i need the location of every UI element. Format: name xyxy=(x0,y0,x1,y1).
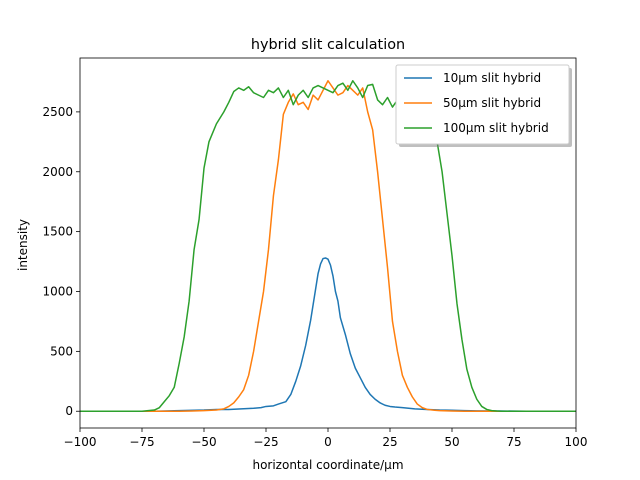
series-line-1 xyxy=(80,257,576,412)
y-tick-label: 0 xyxy=(65,404,73,418)
legend-label-3: 100μm slit hybrid xyxy=(443,121,549,135)
x-tick-label: 25 xyxy=(382,435,397,449)
y-tick-label: 500 xyxy=(50,344,73,358)
plot-area xyxy=(80,80,576,412)
x-axis: −100 −75 −50 −25 0 25 50 75 100 xyxy=(64,428,588,449)
legend-box xyxy=(395,64,570,145)
series-line-3 xyxy=(80,80,576,412)
chart-title: hybrid slit calculation xyxy=(251,37,405,53)
y-tick-label: 1000 xyxy=(42,284,73,298)
y-tick-label: 2000 xyxy=(42,165,73,179)
legend: 10μm slit hybrid 50μm slit hybrid 100μm sl… xyxy=(395,64,572,147)
y-axis: 0 500 1000 1500 2000 2500 xyxy=(42,105,80,418)
x-tick-label: −100 xyxy=(64,435,97,449)
axes-frame xyxy=(79,57,577,429)
x-tick-label: −75 xyxy=(129,435,154,449)
x-tick-label: −50 xyxy=(191,435,216,449)
y-axis-label: intensity xyxy=(16,219,30,271)
x-tick-label: −25 xyxy=(253,435,278,449)
series-line-2 xyxy=(80,80,576,412)
x-tick-label: 0 xyxy=(324,435,332,449)
x-tick-label: 75 xyxy=(506,435,521,449)
x-tick-label: 50 xyxy=(444,435,459,449)
legend-label-1: 10μm slit hybrid xyxy=(443,71,541,85)
x-axis-label: horizontal coordinate/μm xyxy=(252,458,403,472)
x-tick-label: 100 xyxy=(565,435,588,449)
y-tick-label: 1500 xyxy=(42,225,73,239)
y-tick-label: 2500 xyxy=(42,105,73,119)
legend-label-2: 50μm slit hybrid xyxy=(443,96,541,110)
